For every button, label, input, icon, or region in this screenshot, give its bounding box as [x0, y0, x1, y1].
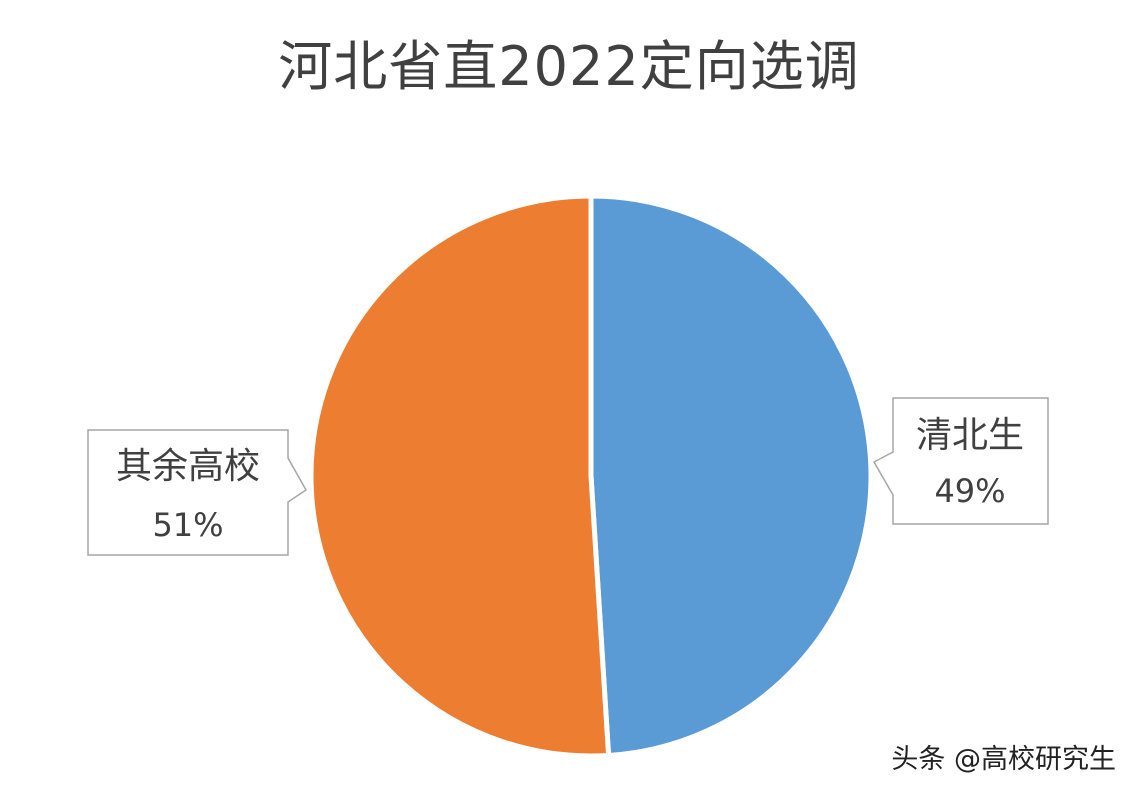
slice-value-other: 51%	[152, 506, 223, 544]
slice-qingbei	[588, 193, 874, 758]
callout-qingbei: 清北生 49%	[872, 397, 1049, 525]
slice-label-qingbei: 清北生	[916, 415, 1024, 456]
callout-other: 其余高校 51%	[87, 429, 307, 556]
slice-other	[308, 193, 612, 759]
slice-value-qingbei: 49%	[934, 472, 1005, 510]
watermark: 头条 @高校研究生	[891, 744, 1116, 775]
chart-title: 河北省直2022定向选调	[278, 35, 860, 98]
slice-label-other: 其余高校	[116, 446, 260, 487]
